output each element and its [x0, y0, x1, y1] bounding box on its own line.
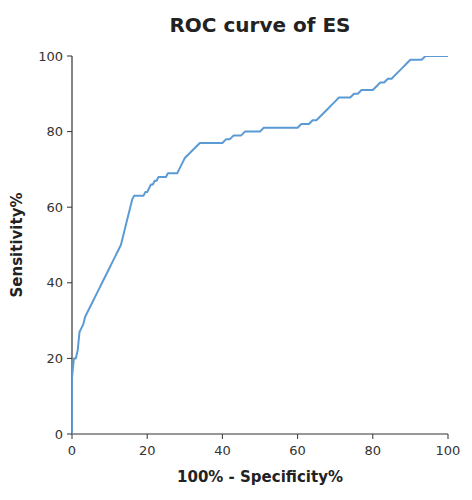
chart: 0 20 40 60 80 100 0 20 40 60 80 100 ROC curve of ES 1… [0, 0, 472, 500]
x-tick-label: 80 [365, 443, 382, 458]
y-tick-label: 80 [46, 124, 63, 139]
x-tick-label: 40 [214, 443, 231, 458]
y-tick [67, 56, 72, 57]
y-tick-label: 0 [55, 427, 63, 442]
y-tick-label: 100 [38, 49, 63, 64]
y-tick-label: 60 [46, 200, 63, 215]
y-tick [67, 434, 72, 435]
x-axis-line [72, 433, 448, 434]
x-tick [72, 434, 73, 439]
x-tick-label: 100 [436, 443, 461, 458]
title: ROC curve of ES [169, 13, 350, 37]
y-tick [67, 282, 72, 283]
x-tick [222, 434, 223, 439]
y-tick [67, 358, 72, 359]
y-tick [67, 131, 72, 132]
x-tick [297, 434, 298, 439]
y-tick [67, 207, 72, 208]
x-tick-label: 20 [139, 443, 156, 458]
y-tick-label: 40 [46, 275, 63, 290]
x-tick [372, 434, 373, 439]
plot-area [72, 56, 448, 434]
y-tick-label: 20 [46, 351, 63, 366]
y-axis-label: Sensitivity% [8, 193, 26, 298]
x-axis-label: 100% - Specificity% [177, 468, 343, 486]
x-tick [448, 434, 449, 439]
x-tick-label: 60 [289, 443, 306, 458]
x-tick-label: 0 [68, 443, 76, 458]
x-tick [147, 434, 148, 439]
roc-line [72, 56, 448, 434]
